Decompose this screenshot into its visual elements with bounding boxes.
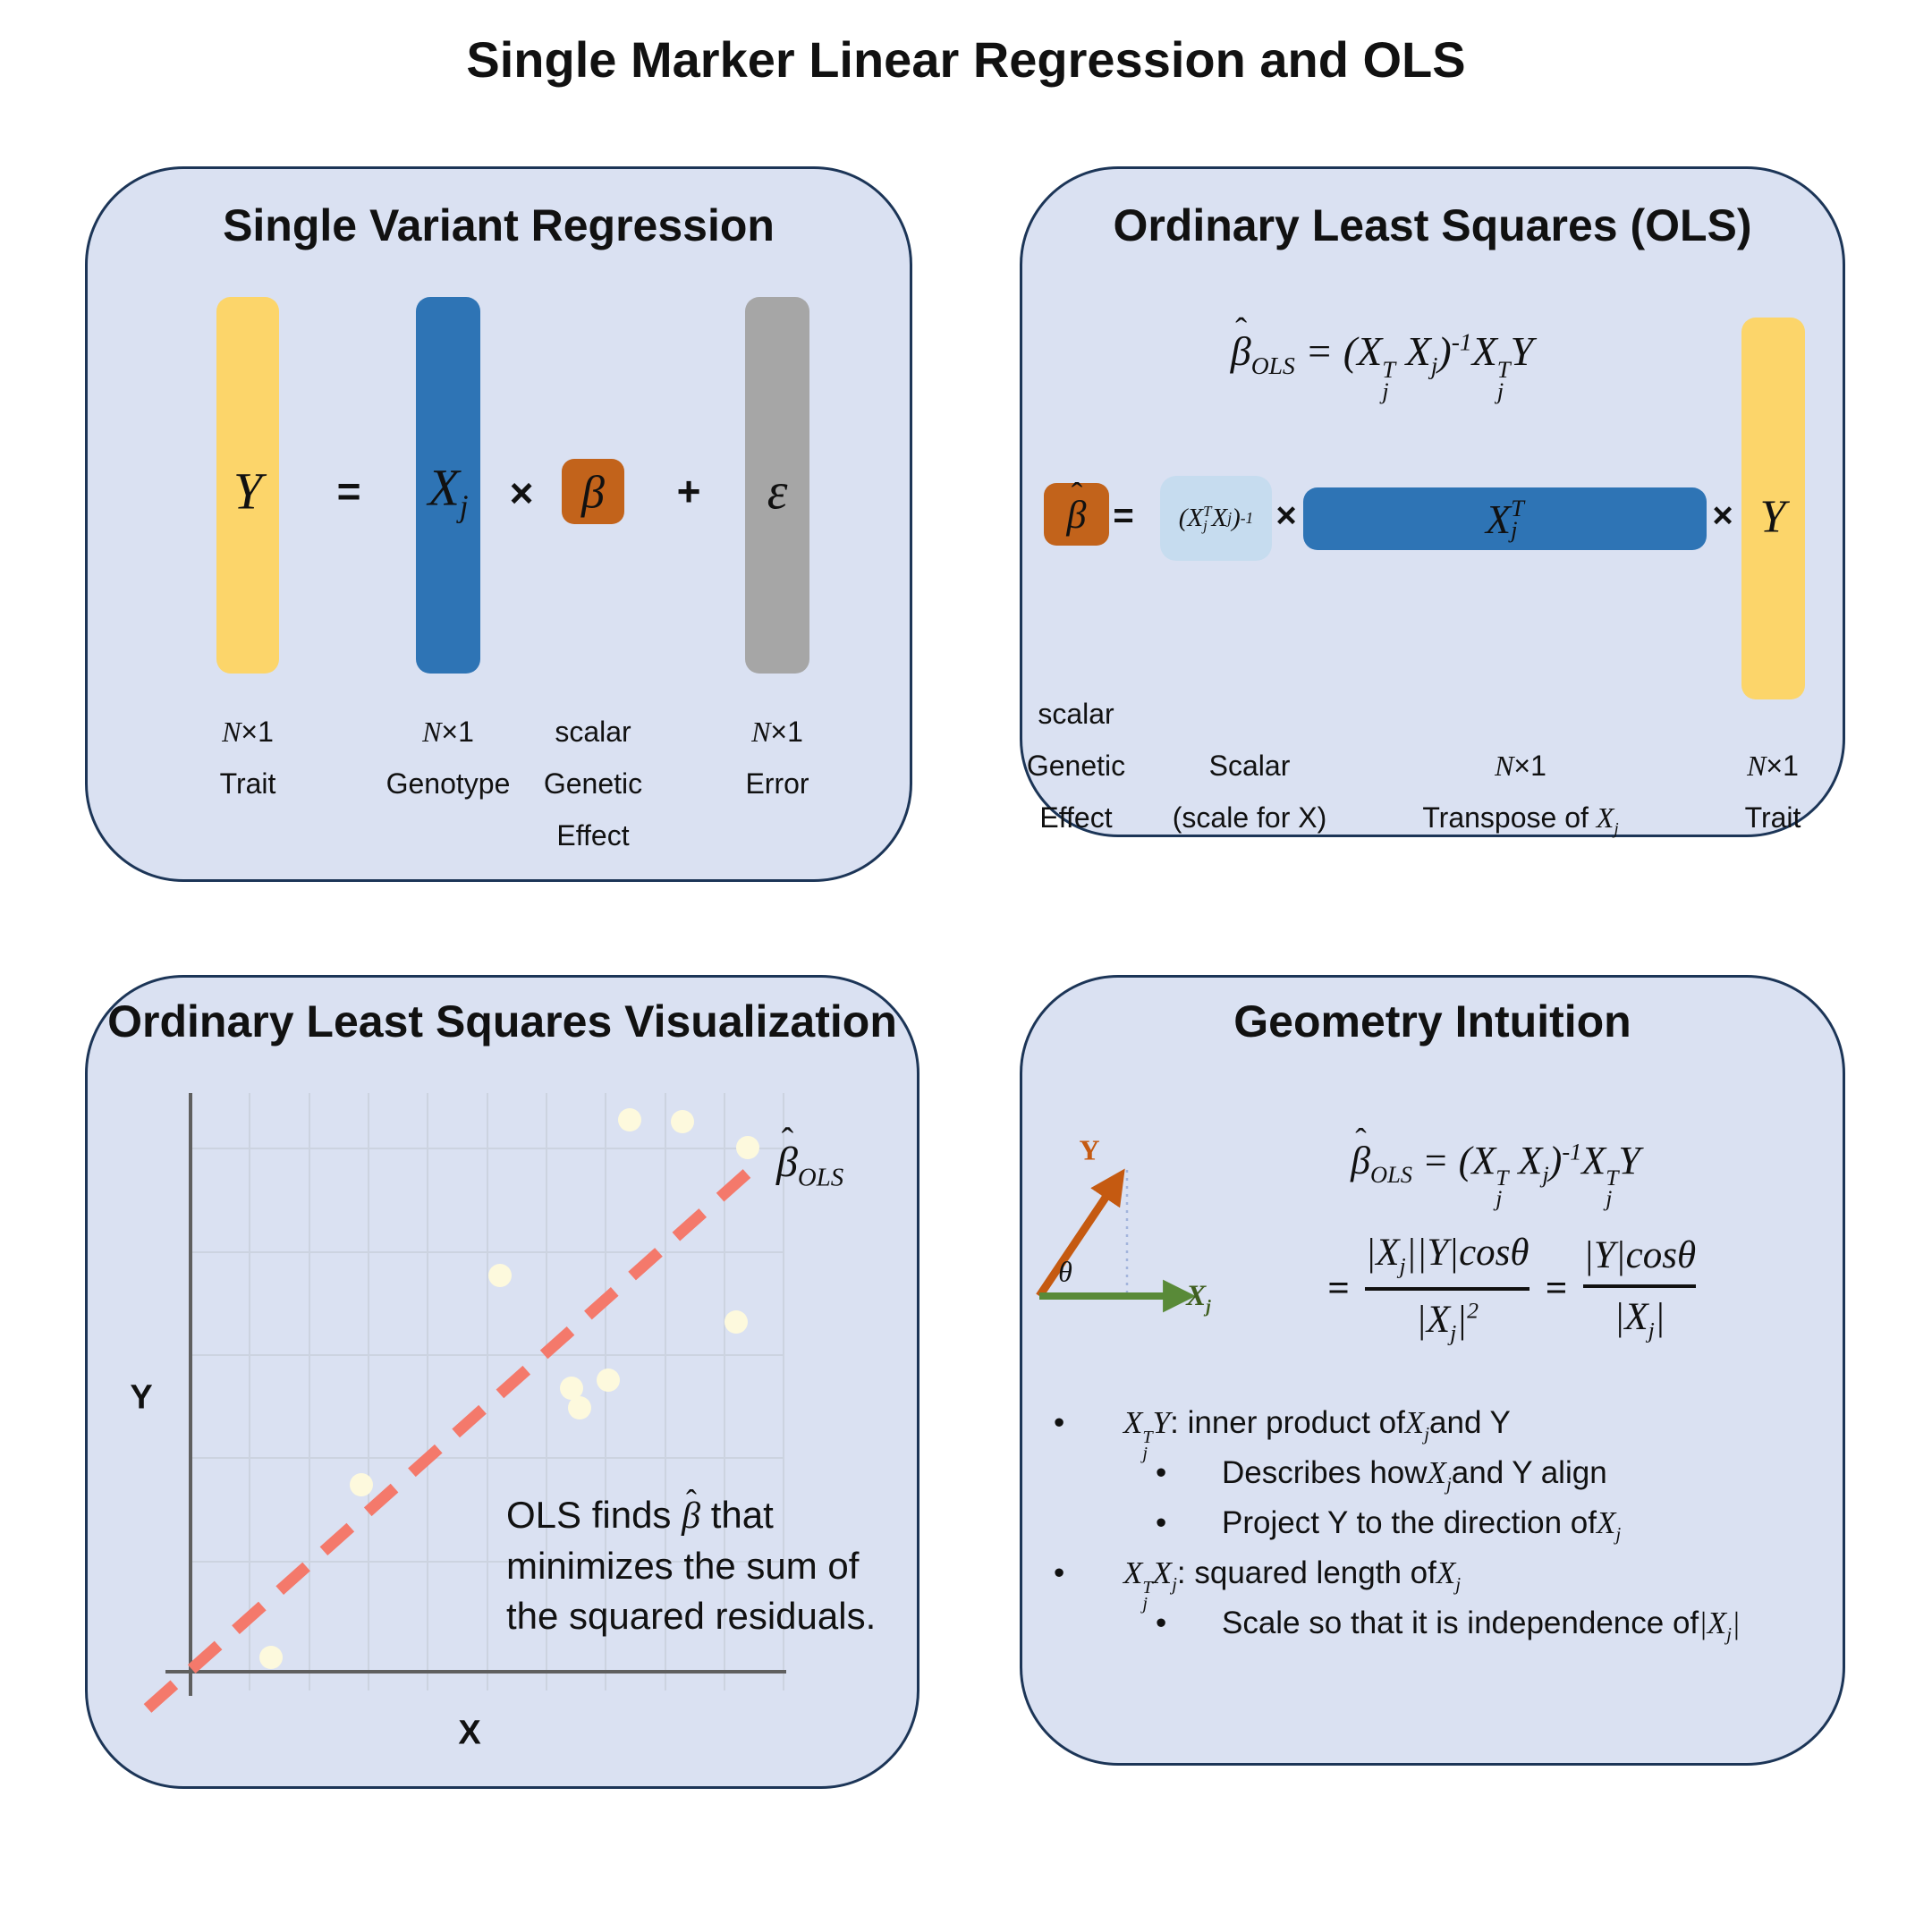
trait-vector-bar-2	[1741, 318, 1805, 699]
equals-a: =	[1326, 1267, 1350, 1310]
equals-sign: =	[336, 468, 361, 514]
panel1-title: Single Variant Regression	[223, 200, 775, 250]
y-vector-arrow	[1036, 1168, 1125, 1299]
scatter-point	[724, 1310, 748, 1334]
bullet-align: Describes how Xj and Y align	[1156, 1452, 1607, 1505]
transpose-label: N×1 Transpose of Xj	[1422, 750, 1619, 839]
equals-b: =	[1545, 1267, 1568, 1310]
x-axis-label: X	[458, 1714, 481, 1752]
y-vector-label: Y	[1079, 1133, 1100, 1166]
beta-symbol: β	[581, 467, 605, 519]
fraction-2: |Y|cosθ |Xj|	[1583, 1233, 1697, 1344]
y-axis-label: Y	[130, 1378, 153, 1417]
panel2-title: Ordinary Least Squares (OLS)	[1113, 200, 1752, 250]
page-title: Single Marker Linear Regression and OLS	[466, 31, 1466, 88]
theta-label: θ	[1058, 1255, 1072, 1288]
genetic-effect-label: scalar Genetic Effect	[543, 716, 643, 852]
panel-ols-visualization	[85, 975, 919, 1789]
vector-diagram	[1036, 1168, 1196, 1313]
genotype-label: N×1 Genotype	[386, 716, 511, 800]
xj-symbol: Xj	[428, 458, 469, 524]
scatter-point	[560, 1377, 583, 1400]
times-sign: ×	[509, 470, 534, 516]
scatter-point	[568, 1396, 591, 1419]
scalar-label: Scalar (scale for X)	[1172, 750, 1327, 834]
bullet-project: Project Y to the direction of Xj	[1156, 1502, 1621, 1555]
panel3-title: Ordinary Least Squares Visualization	[107, 996, 897, 1046]
times-sign-2: ×	[1275, 496, 1297, 536]
error-label: N×1 Error	[745, 716, 809, 800]
xj-vector-label: Xj	[1186, 1280, 1211, 1317]
scatter-point	[736, 1136, 759, 1159]
fraction-1-denominator: |Xj|2	[1416, 1297, 1479, 1346]
y-symbol-2: Y	[1759, 491, 1786, 543]
scatter-point	[350, 1473, 373, 1496]
bullet-scale: Scale so that it is independence of |Xj|	[1156, 1602, 1741, 1656]
epsilon-symbol: ε	[767, 462, 788, 521]
times-sign-3: ×	[1712, 496, 1733, 536]
beta-ols-line-label: ˆ βOLS	[776, 1121, 844, 1192]
equals-sign-2: =	[1113, 496, 1134, 536]
scatter-point	[597, 1368, 620, 1392]
scatter-point	[259, 1646, 283, 1669]
genetic-effect-label-2: scalar Genetic Effect	[1026, 698, 1126, 834]
panel4-title: Geometry Intuition	[1233, 996, 1631, 1046]
scatter-point	[671, 1110, 694, 1133]
beta-box	[562, 459, 624, 524]
genotype-vector-bar	[416, 297, 480, 674]
trait-vector-bar	[216, 297, 279, 674]
scatter-plot	[143, 1093, 786, 1713]
regression-line	[143, 1154, 768, 1713]
plus-sign: +	[676, 468, 701, 514]
fraction-1-bar	[1365, 1286, 1530, 1291]
fraction-2-numerator: |Y|cosθ	[1583, 1233, 1697, 1276]
error-vector-bar	[745, 297, 809, 674]
scatter-point	[488, 1264, 512, 1287]
y-symbol: Y	[233, 462, 263, 521]
trait-label-2: N×1 Trait	[1744, 750, 1801, 834]
trait-label: N×1 Trait	[219, 716, 276, 800]
fraction-1: |Xj||Y|cosθ |Xj|2	[1365, 1231, 1530, 1347]
fraction-1-numerator: |Xj||Y|cosθ	[1365, 1232, 1530, 1279]
scatter-point	[618, 1108, 641, 1131]
fraction-2-bar	[1583, 1284, 1697, 1288]
fraction-2-denominator: |Xj|	[1614, 1295, 1665, 1343]
geometry-formula-line2: = |Xj||Y|cosθ |Xj|2 = |Y|cosθ |Xj|	[1239, 1231, 1784, 1347]
